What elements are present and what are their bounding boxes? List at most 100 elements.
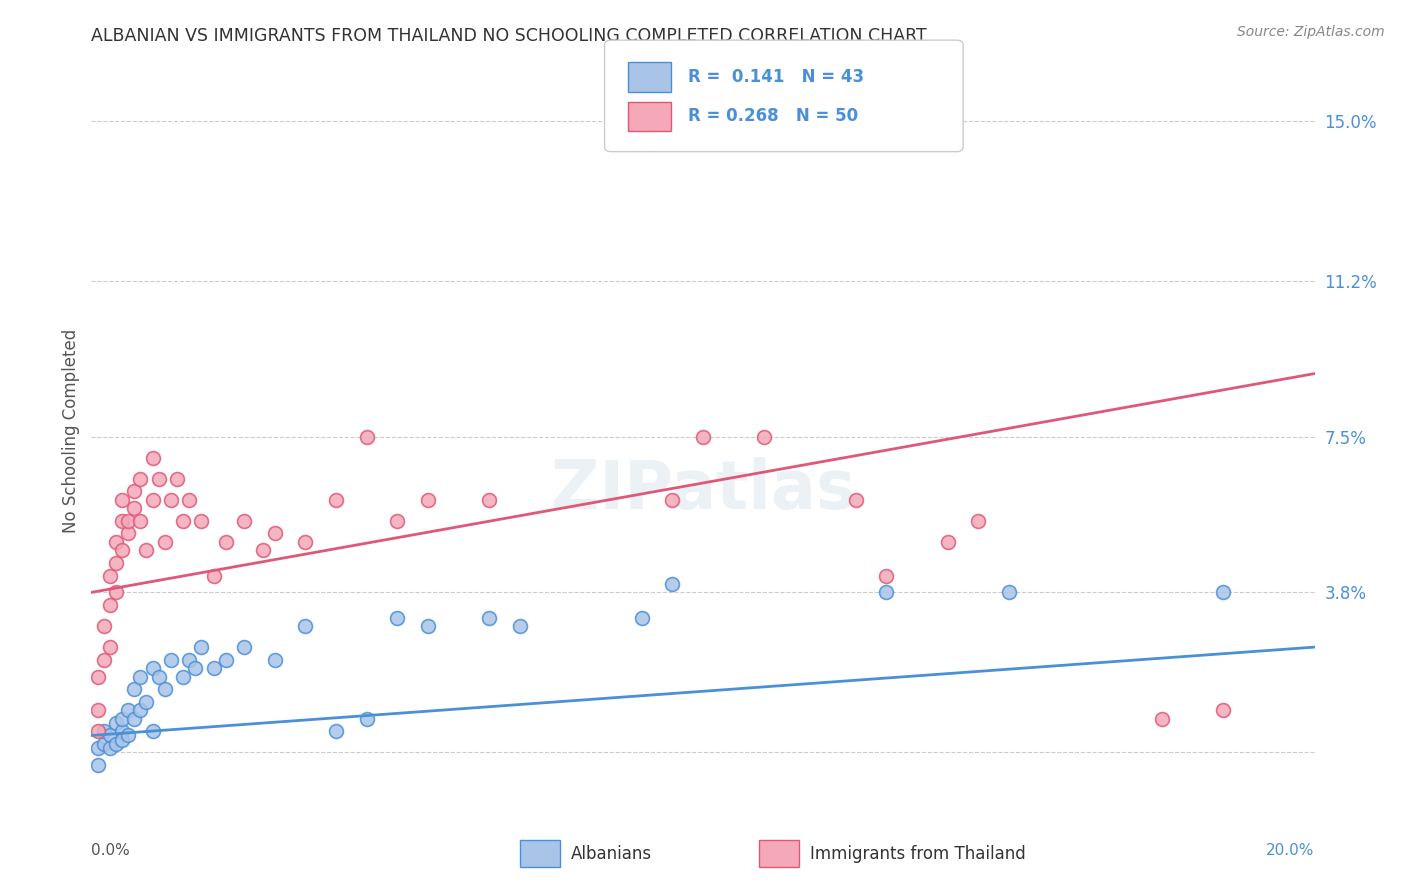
Point bbox=[875, 568, 898, 582]
Point bbox=[754, 430, 776, 444]
Point bbox=[202, 568, 225, 582]
Point bbox=[661, 577, 683, 591]
Text: 20.0%: 20.0% bbox=[1267, 843, 1315, 858]
Point bbox=[129, 472, 152, 486]
Point bbox=[356, 712, 378, 726]
Text: ZIPatlas: ZIPatlas bbox=[551, 457, 855, 523]
Point bbox=[385, 514, 409, 528]
Point bbox=[179, 492, 201, 507]
Point bbox=[111, 712, 134, 726]
Text: Albanians: Albanians bbox=[571, 845, 652, 863]
Text: R =  0.141   N = 43: R = 0.141 N = 43 bbox=[688, 68, 863, 87]
Point bbox=[252, 543, 274, 558]
Point bbox=[86, 758, 108, 772]
Point bbox=[172, 514, 194, 528]
Point bbox=[153, 535, 176, 549]
Point bbox=[141, 450, 163, 465]
Point bbox=[98, 640, 121, 654]
Point bbox=[1212, 585, 1234, 599]
Point bbox=[160, 492, 183, 507]
Point bbox=[98, 729, 121, 743]
Point bbox=[215, 653, 238, 667]
Point bbox=[215, 535, 238, 549]
Point bbox=[148, 669, 170, 683]
Point bbox=[129, 703, 152, 717]
Point bbox=[233, 514, 256, 528]
Point bbox=[117, 526, 139, 541]
Point bbox=[122, 712, 145, 726]
Point bbox=[86, 741, 108, 756]
Text: Immigrants from Thailand: Immigrants from Thailand bbox=[810, 845, 1025, 863]
Point bbox=[93, 737, 115, 751]
Point bbox=[122, 682, 145, 697]
Point bbox=[478, 492, 501, 507]
Point bbox=[117, 703, 139, 717]
Point bbox=[936, 535, 959, 549]
Point bbox=[264, 653, 287, 667]
Point bbox=[179, 653, 201, 667]
Point bbox=[111, 724, 134, 739]
Point bbox=[967, 514, 990, 528]
Point bbox=[184, 661, 207, 675]
Point bbox=[104, 715, 127, 730]
Point bbox=[86, 724, 108, 739]
Text: ALBANIAN VS IMMIGRANTS FROM THAILAND NO SCHOOLING COMPLETED CORRELATION CHART: ALBANIAN VS IMMIGRANTS FROM THAILAND NO … bbox=[91, 28, 927, 45]
Point bbox=[845, 492, 868, 507]
Point bbox=[202, 661, 225, 675]
Point bbox=[294, 535, 316, 549]
Point bbox=[172, 669, 194, 683]
Point bbox=[117, 514, 139, 528]
Point bbox=[122, 501, 145, 516]
Point bbox=[93, 724, 115, 739]
Text: Source: ZipAtlas.com: Source: ZipAtlas.com bbox=[1237, 25, 1385, 39]
Point bbox=[385, 610, 409, 624]
Point bbox=[478, 610, 501, 624]
Point bbox=[153, 682, 176, 697]
Point bbox=[160, 653, 183, 667]
Point bbox=[190, 640, 212, 654]
Point bbox=[141, 661, 163, 675]
Point bbox=[86, 669, 108, 683]
Point bbox=[416, 619, 439, 633]
Point bbox=[104, 535, 127, 549]
Point bbox=[509, 619, 531, 633]
Point bbox=[148, 472, 170, 486]
Point bbox=[325, 492, 347, 507]
Point bbox=[190, 514, 212, 528]
Point bbox=[129, 669, 152, 683]
Point bbox=[122, 484, 145, 499]
Point bbox=[104, 556, 127, 570]
Point bbox=[111, 514, 134, 528]
Point bbox=[1212, 703, 1234, 717]
Point bbox=[141, 724, 163, 739]
Point bbox=[631, 610, 654, 624]
Point bbox=[117, 729, 139, 743]
Point bbox=[111, 732, 134, 747]
Point bbox=[661, 492, 683, 507]
Point bbox=[111, 543, 134, 558]
Point bbox=[129, 514, 152, 528]
Point bbox=[294, 619, 316, 633]
Point bbox=[356, 430, 378, 444]
Point bbox=[416, 492, 439, 507]
Text: R = 0.268   N = 50: R = 0.268 N = 50 bbox=[688, 107, 858, 126]
Point bbox=[135, 543, 157, 558]
Point bbox=[111, 492, 134, 507]
Y-axis label: No Schooling Completed: No Schooling Completed bbox=[62, 328, 80, 533]
Point bbox=[998, 585, 1021, 599]
Point bbox=[135, 695, 157, 709]
Point bbox=[104, 737, 127, 751]
Point bbox=[692, 430, 714, 444]
Point bbox=[98, 741, 121, 756]
Point bbox=[264, 526, 287, 541]
Point bbox=[98, 598, 121, 612]
Point bbox=[1150, 712, 1173, 726]
Point bbox=[104, 585, 127, 599]
Point bbox=[166, 472, 188, 486]
Point bbox=[93, 653, 115, 667]
Point bbox=[98, 568, 121, 582]
Point bbox=[233, 640, 256, 654]
Point bbox=[93, 619, 115, 633]
Text: 0.0%: 0.0% bbox=[91, 843, 131, 858]
Point bbox=[325, 724, 347, 739]
